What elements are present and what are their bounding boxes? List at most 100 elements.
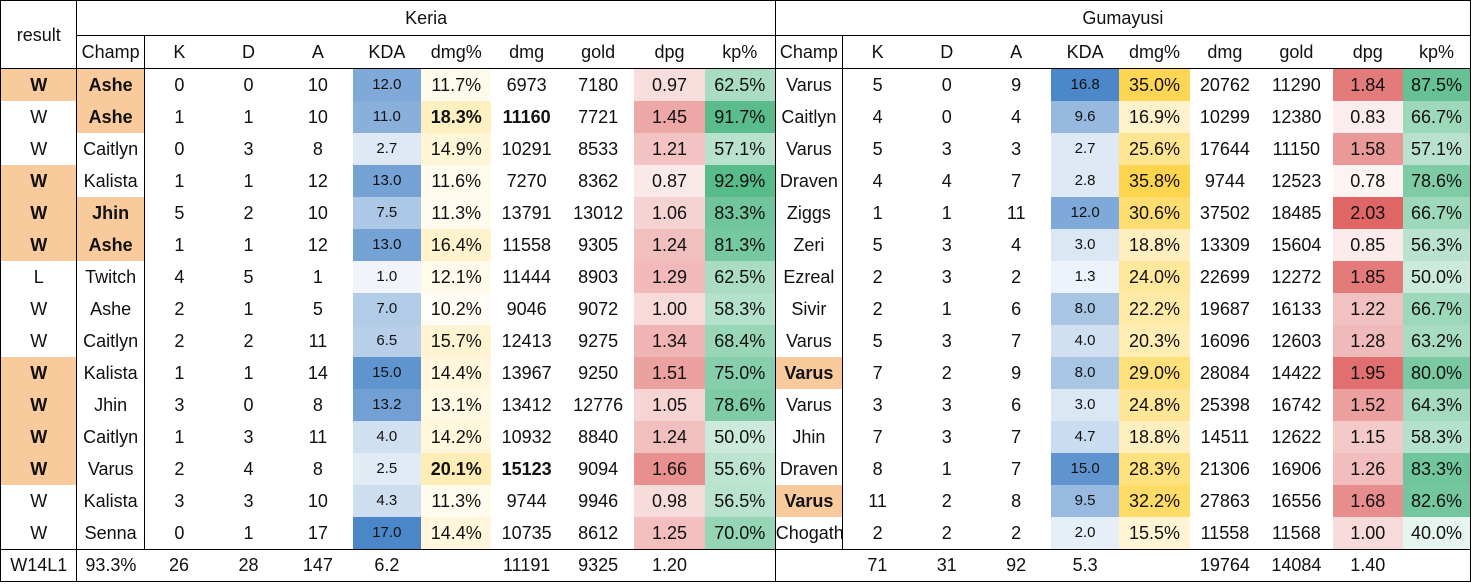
gumayusi-d-cell: 1 [941, 203, 952, 223]
gumayusi-d-cell: 3 [941, 267, 952, 287]
keria-gold-cell: 9275 [578, 331, 619, 351]
gumayusi-col-k: K [842, 35, 913, 69]
keria-d-cell: 0 [243, 395, 254, 415]
keria-kp-cell: 83.3% [704, 197, 776, 229]
gumayusi-k-cell: 5 [872, 75, 883, 95]
gumayusi-kda-cell: 8.0 [1050, 293, 1120, 325]
keria-dmgpct-cell: 12.1% [421, 261, 492, 293]
keria-kp-cell: 81.3% [704, 229, 776, 261]
gumayusi-gold-cell: 12603 [1271, 331, 1322, 351]
keria-dpg-cell: 1.45 [634, 101, 705, 133]
gumayusi-champ-cell: Varus [774, 133, 844, 165]
keria-k-cell: 4 [174, 267, 185, 287]
keria-dmg-cell: 10291 [501, 139, 552, 159]
keria-d-cell: 3 [243, 139, 254, 159]
gumayusi-kda-cell: 3.0 [1050, 389, 1120, 421]
gumayusi-dmgpct-cell: 16.9% [1119, 101, 1190, 133]
keria-champ-cell: Kalista [76, 485, 145, 517]
result-cell: W [0, 229, 78, 261]
gumayusi-a-cell: 9 [1011, 75, 1022, 95]
keria-dpg-cell: 1.24 [634, 421, 705, 453]
result-cell: W [0, 485, 78, 517]
gumayusi-kp-cell: 58.3% [1403, 421, 1471, 453]
keria-a-cell: 8 [312, 459, 323, 479]
keria-gold-cell: 8903 [578, 267, 619, 287]
keria-dpg-cell: 1.24 [634, 229, 705, 261]
keria-kda-cell: 7.0 [352, 293, 422, 325]
keria-d-cell: 3 [243, 491, 254, 511]
gumayusi-dmgpct-cell: 22.2% [1119, 293, 1190, 325]
gumayusi-dmgpct-cell: 24.8% [1119, 389, 1190, 421]
table-row: W Kalista 1 1 14 15.0 14.4% 13967 9250 1.51 75.0% V… [0, 357, 1471, 389]
keria-kda-cell: 1.0 [352, 261, 422, 293]
keria-d-cell: 2 [243, 203, 254, 223]
gumayusi-kda-cell: 2.7 [1050, 133, 1120, 165]
keria-gold-cell: 9305 [578, 235, 619, 255]
keria-champ-cell: Jhin [76, 197, 145, 229]
keria-dpg-cell: 1.29 [634, 261, 705, 293]
gumayusi-kda-cell: 8.0 [1050, 357, 1120, 389]
keria-dmgpct-cell: 16.4% [421, 229, 492, 261]
keria-k-cell: 2 [174, 459, 185, 479]
keria-d-cell: 3 [243, 427, 254, 447]
keria-a-cell: 10 [307, 107, 328, 127]
gumayusi-champ-cell: Ezreal [774, 261, 844, 293]
gumayusi-kda-cell: 3.0 [1050, 229, 1120, 261]
keria-kda-cell: 7.5 [352, 197, 422, 229]
gumayusi-d-cell: 3 [941, 427, 952, 447]
gumayusi-k-cell: 8 [872, 459, 883, 479]
keria-kda-cell: 2.5 [352, 453, 422, 485]
gumayusi-dmgpct-cell: 25.6% [1119, 133, 1190, 165]
keria-col-dmgpct: dmg% [421, 35, 492, 69]
result-cell: W [0, 197, 78, 229]
keria-dmg-cell: 7270 [506, 171, 547, 191]
gumayusi-kp-cell: 80.0% [1403, 357, 1471, 389]
gumayusi-k-cell: 5 [872, 235, 883, 255]
keria-champ-cell: Ashe [76, 293, 145, 325]
keria-dmg-cell: 13791 [501, 203, 552, 223]
result-cell: W [0, 517, 78, 550]
gumayusi-kp-cell: 66.7% [1403, 197, 1471, 229]
keria-dmg-cell: 9046 [506, 299, 547, 319]
winrate-summary: 93.3% [76, 549, 145, 582]
keria-a-cell: 12 [307, 171, 328, 191]
keria-a-cell: 11 [308, 427, 328, 447]
keria-kp-cell: 78.6% [704, 389, 776, 421]
keria-d-cell: 1 [243, 363, 254, 383]
keria-kp-cell: 50.0% [704, 421, 776, 453]
gumayusi-dmgpct-cell: 18.8% [1119, 421, 1190, 453]
keria-gold-cell: 8362 [578, 171, 619, 191]
gumayusi-total-dmg: 19764 [1189, 549, 1261, 582]
keria-a-cell: 1 [312, 267, 323, 287]
gumayusi-total-d: 31 [912, 549, 982, 582]
keria-champ-cell: Twitch [76, 261, 145, 293]
keria-d-cell: 1 [243, 171, 254, 191]
gumayusi-a-cell: 3 [1011, 139, 1022, 159]
gumayusi-k-cell: 5 [872, 139, 883, 159]
keria-dmgpct-cell: 14.4% [421, 517, 492, 550]
keria-d-cell: 4 [243, 459, 254, 479]
gumayusi-total-kp [1403, 549, 1471, 582]
gumayusi-kp-cell: 66.7% [1403, 293, 1471, 325]
gumayusi-champ-cell: Ziggs [774, 197, 844, 229]
table-row: W Caitlyn 0 3 8 2.7 14.9% 10291 8533 1.21 57.1% Var… [0, 133, 1471, 165]
keria-d-cell: 2 [243, 331, 254, 351]
gumayusi-kp-cell: 56.3% [1403, 229, 1471, 261]
keria-total-d: 28 [213, 549, 284, 582]
keria-gold-cell: 7180 [578, 75, 619, 95]
gumayusi-gold-cell: 12622 [1271, 427, 1322, 447]
gumayusi-col-kp: kp% [1403, 35, 1471, 69]
gumayusi-dpg-cell: 2.03 [1332, 197, 1403, 229]
gumayusi-total-kda: 5.3 [1050, 549, 1120, 582]
keria-a-cell: 5 [312, 299, 323, 319]
gumayusi-d-cell: 3 [941, 395, 952, 415]
gumayusi-a-cell: 4 [1011, 107, 1022, 127]
keria-gold-cell: 12776 [573, 395, 624, 415]
gumayusi-total-dmgpct [1119, 549, 1190, 582]
gumayusi-gold-cell: 15604 [1271, 235, 1322, 255]
keria-k-cell: 3 [174, 395, 185, 415]
keria-total-gold: 9325 [561, 549, 635, 582]
gumayusi-k-cell: 7 [872, 427, 883, 447]
keria-dmgpct-cell: 11.6% [421, 165, 492, 197]
